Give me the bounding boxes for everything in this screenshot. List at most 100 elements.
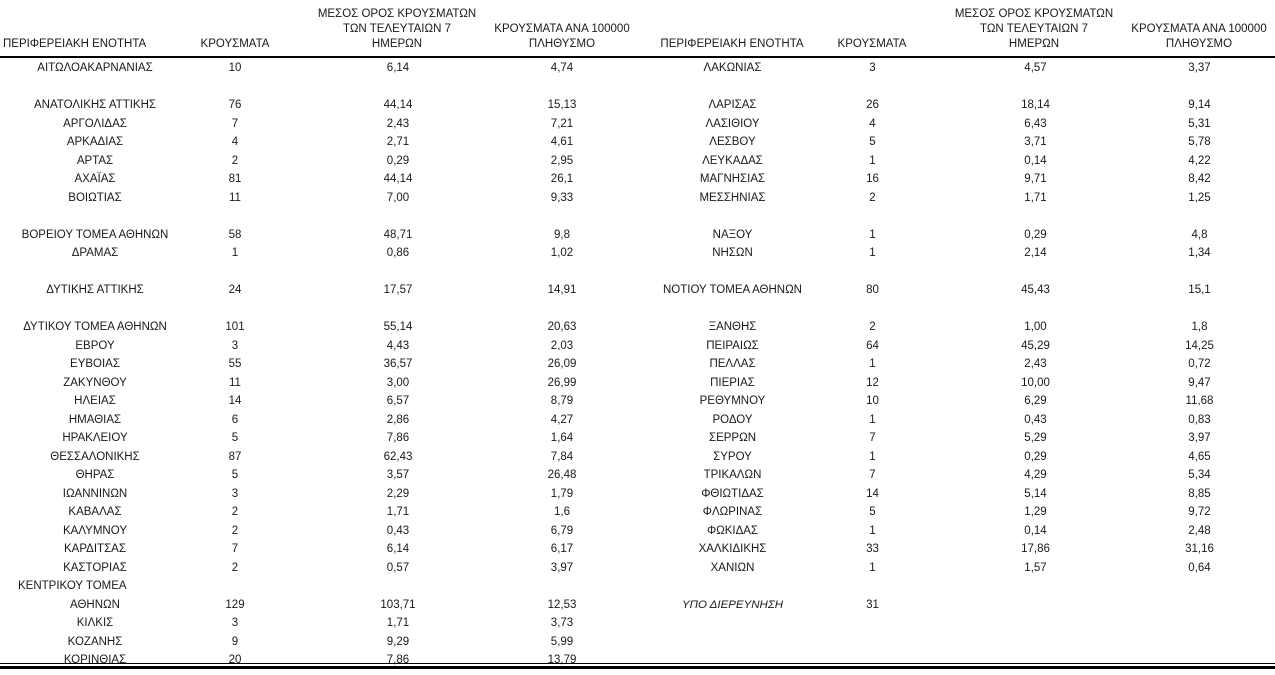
avg7-value: 0,29 (386, 154, 410, 167)
per100k-value: 0,72 (1188, 358, 1211, 370)
avg7-value: 10,00 (1021, 376, 1050, 389)
avg7-value: 4,57 (1024, 62, 1047, 74)
cases-value: 2 (231, 506, 239, 518)
table-row: ΑΡΚΑΔΙΑΣ 4 2,71 4,61 ΛΕΣΒΟΥ 5 3,71 5,78 (0, 133, 1275, 152)
table-row-left-half: ΕΥΒΟΙΑΣ 55 36,57 26,09 (0, 355, 638, 374)
table-row-left-half: ΒΟΡΕΙΟΥ ΤΟΜΕΑ ΑΘΗΝΩΝ 58 48,71 9,8 (0, 226, 638, 245)
per100k-value: 31,16 (1185, 543, 1214, 555)
per100k-value: 1,34 (1188, 247, 1211, 259)
cases-value: 14 (866, 487, 879, 500)
region-name: ΡΕΘΥΜΝΟΥ (699, 395, 766, 407)
table-row-right-half: ΣΥΡΟΥ 1 0,29 4,65 (638, 448, 1275, 467)
cases-value: 87 (228, 450, 242, 463)
table-row (0, 263, 1275, 282)
region-name (638, 614, 828, 633)
header-line: ΚΡΟΥΣΜΑΤΑ ΑΝΑ 100000 (1131, 23, 1267, 35)
table-row: ΚΕΝΤΡΙΚΟΥ ΤΟΜΕΑ (0, 577, 1275, 596)
table-row-right-half: ΥΠΟ ΔΙΕΡΕΥΝΗΣΗ 31 (638, 596, 1275, 615)
per100k-value: 5,78 (1188, 136, 1211, 148)
region-name (638, 207, 828, 226)
region-name: ΚΑΣΤΟΡΙΑΣ (63, 561, 127, 574)
cases-value: 7 (231, 543, 239, 555)
per100k-value: 5,34 (1188, 469, 1211, 481)
column-header-cases: ΚΡΟΥΣΜΑΤΑ (837, 38, 907, 50)
per100k-value: 4,65 (1188, 450, 1211, 463)
table-row-right-half: ΦΩΚΙΔΑΣ 1 0,14 2,48 (638, 522, 1275, 541)
bottom-border-thick-line (0, 666, 1275, 669)
avg7-value (918, 633, 1154, 652)
table-row-left-half (0, 78, 638, 97)
table-row-right-half (638, 263, 1275, 282)
avg7-value (918, 596, 1154, 615)
column-header-per100k: ΚΡΟΥΣΜΑΤΑ ΑΝΑ 100000 ΠΛΗΘΥΣΜΟ (494, 22, 629, 52)
table-row-right-half (638, 633, 1275, 652)
table-row (0, 207, 1275, 226)
per100k-value: 14,25 (1185, 339, 1214, 352)
avg7-value: 6,29 (1024, 395, 1047, 407)
column-header-region: ΠΕΡΙΦΕΡΕΙΑΚΗ ΕΝΟΤΗΤΑ (660, 38, 804, 50)
cases-value (190, 577, 280, 596)
table-row-left-half (0, 207, 638, 226)
region-name: ΛΕΥΚΑΔΑΣ (702, 154, 763, 167)
per100k-value (1154, 263, 1246, 282)
cases-value: 24 (228, 284, 242, 296)
region-name: ΞΑΝΘΗΣ (708, 321, 757, 333)
cases-value: 1 (869, 561, 876, 574)
per100k-value: 4,27 (550, 413, 574, 426)
header-line: ΗΜΕΡΩΝ (371, 38, 423, 50)
table-row-left-half: ΚΑΒΑΛΑΣ 2 1,71 1,6 (0, 503, 638, 522)
table-row-right-half: ΛΑΚΩΝΙΑΣ 3 4,57 3,37 (638, 59, 1275, 78)
region-name: ΛΑΚΩΝΙΑΣ (703, 62, 762, 74)
cases-value: 3 (231, 339, 239, 352)
avg7-value: 1,71 (1024, 191, 1047, 204)
cases-value: 3 (231, 617, 239, 629)
cases-value: 1 (231, 247, 239, 259)
cases-value: 11 (229, 376, 241, 389)
region-name: ΘΕΣΣΑΛΟΝΙΚΗΣ (50, 450, 140, 463)
cases-value: 9 (231, 635, 239, 648)
cases-value (190, 300, 280, 319)
table-row-left-half: ΗΛΕΙΑΣ 14 6,57 8,79 (0, 392, 638, 411)
table-row: ΑΡΤΑΣ 2 0,29 2,95 ΛΕΥΚΑΔΑΣ 1 0,14 4,22 (0, 152, 1275, 171)
region-name (0, 78, 190, 97)
table-row-left-half: ΑΘΗΝΩΝ 129 103,71 12,53 (0, 596, 638, 615)
region-name: ΑΧΑΪΑΣ (74, 173, 116, 185)
cases-value: 2 (869, 191, 876, 204)
cases-value: 1 (869, 247, 876, 259)
per100k-value: 8,79 (550, 395, 574, 407)
cases-value: 3 (231, 487, 239, 500)
avg7-value: 62,43 (383, 450, 413, 463)
region-name (638, 78, 828, 97)
per100k-value: 15,1 (1188, 284, 1211, 296)
table-header: ΠΕΡΙΦΕΡΕΙΑΚΗ ΕΝΟΤΗΤΑ ΚΡΟΥΣΜΑΤΑ ΜΕΣΟΣ ΟΡΟ… (0, 0, 1275, 56)
avg7-value: 7,00 (386, 191, 410, 204)
table-row-right-half (638, 207, 1275, 226)
avg7-value: 3,71 (1024, 136, 1047, 148)
cases-value (828, 207, 918, 226)
avg7-value: 1,71 (386, 617, 410, 629)
avg7-value: 6,14 (386, 543, 410, 555)
table-row-left-half: ΑΡΤΑΣ 2 0,29 2,95 (0, 152, 638, 171)
table-row-left-half (0, 263, 638, 282)
cases-value: 1 (869, 524, 876, 537)
table-row-right-half: ΦΛΩΡΙΝΑΣ 5 1,29 9,72 (638, 503, 1275, 522)
avg7-value: 6,14 (386, 62, 410, 74)
region-name (638, 577, 828, 596)
avg7-value (918, 300, 1154, 319)
region-name (0, 207, 190, 226)
column-header-avg7: ΜΕΣΟΣ ΟΡΟΣ ΚΡΟΥΣΜΑΤΩΝ ΤΩΝ ΤΕΛΕΥΤΑΙΩΝ 7 Η… (318, 7, 476, 52)
cases-value: 1 (869, 413, 876, 426)
avg7-value: 5,29 (1024, 432, 1047, 444)
avg7-value (280, 300, 516, 319)
column-header-avg7: ΜΕΣΟΣ ΟΡΟΣ ΚΡΟΥΣΜΑΤΩΝ ΤΩΝ ΤΕΛΕΥΤΑΙΩΝ 7 Η… (955, 7, 1113, 52)
region-name: ΚΕΝΤΡΙΚΟΥ ΤΟΜΕΑ (18, 580, 127, 592)
header-line: ΜΕΣΟΣ ΟΡΟΣ ΚΡΟΥΣΜΑΤΩΝ (317, 8, 477, 20)
region-name: ΗΡΑΚΛΕΙΟΥ (62, 432, 128, 444)
per100k-value (1154, 577, 1246, 596)
table-row: ΒΟΙΩΤΙΑΣ 11 7,00 9,33 ΜΕΣΣΗΝΙΑΣ 2 1,71 1,25 (0, 189, 1275, 208)
table-row: ΚΑΒΑΛΑΣ 2 1,71 1,6 ΦΛΩΡΙΝΑΣ 5 1,29 9,72 (0, 503, 1275, 522)
region-name: ΕΥΒΟΙΑΣ (70, 358, 120, 370)
avg7-value: 45,43 (1021, 284, 1050, 296)
region-name (0, 263, 190, 282)
